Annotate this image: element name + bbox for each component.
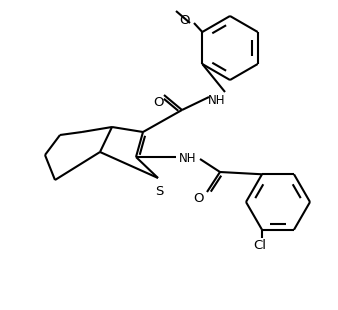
Text: O: O	[179, 15, 190, 28]
Text: O: O	[194, 192, 204, 205]
Text: NH: NH	[179, 152, 197, 165]
Text: S: S	[155, 185, 163, 198]
Text: NH: NH	[208, 94, 226, 107]
Text: O: O	[154, 95, 164, 108]
Text: Cl: Cl	[254, 239, 266, 252]
